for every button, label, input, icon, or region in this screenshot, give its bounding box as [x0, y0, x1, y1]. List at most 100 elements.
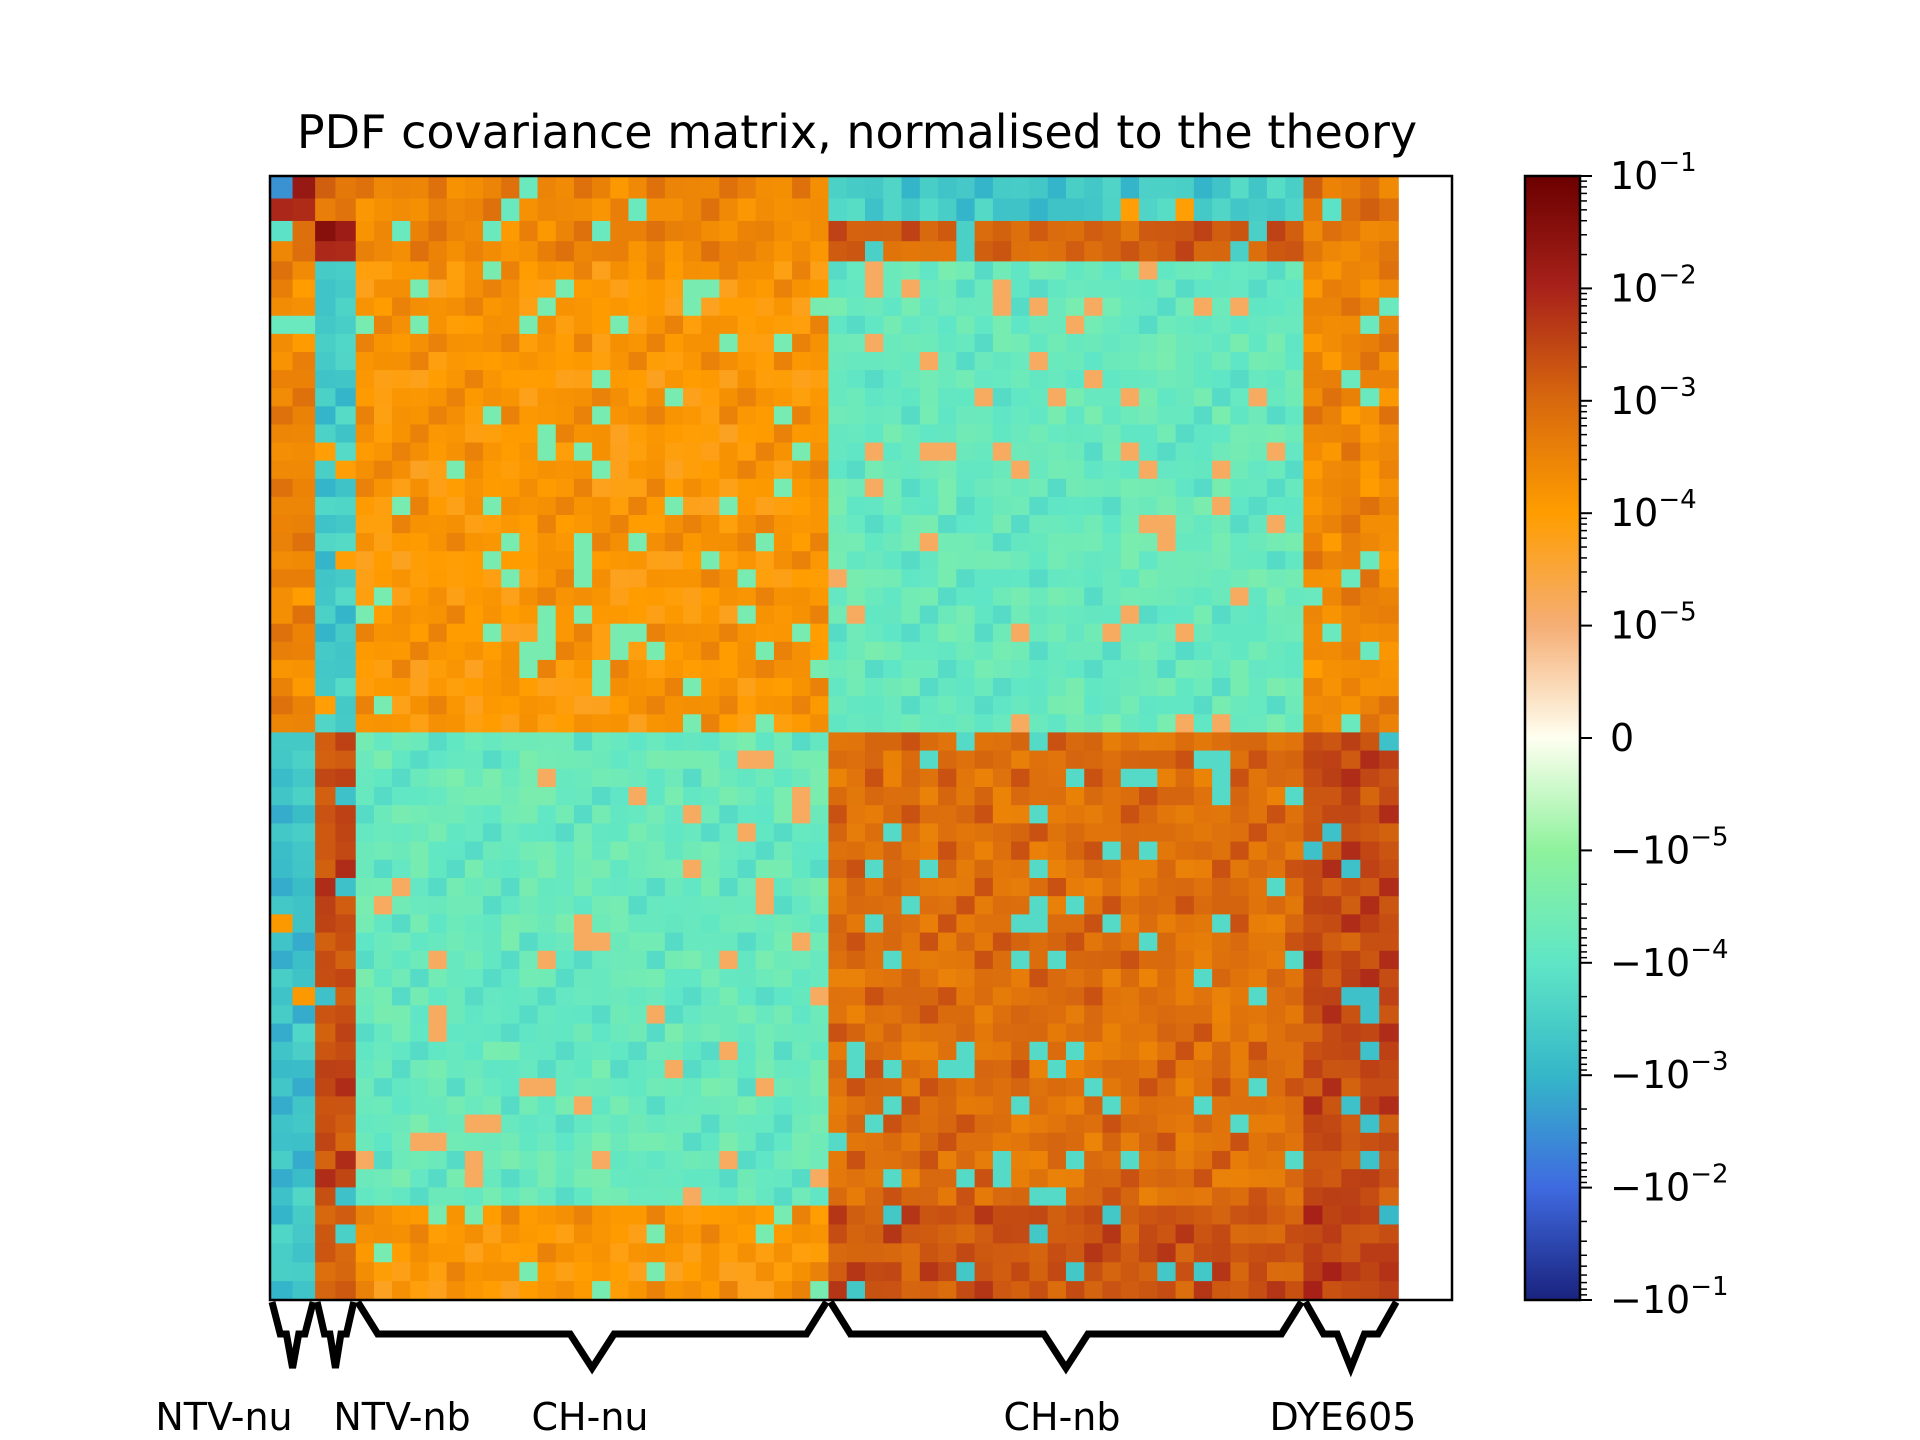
matrix-cell — [592, 1169, 611, 1188]
matrix-cell — [701, 1096, 720, 1116]
matrix-cell — [810, 641, 830, 661]
matrix-cell — [1029, 841, 1049, 861]
matrix-cell — [1266, 1187, 1286, 1207]
matrix-cell — [1157, 351, 1177, 371]
matrix-cell — [719, 176, 739, 200]
matrix-cell — [883, 241, 903, 263]
matrix-cell — [1285, 1150, 1305, 1170]
matrix-cell — [1379, 1224, 1399, 1244]
matrix-cell — [446, 198, 466, 222]
matrix-cell — [1230, 1023, 1250, 1043]
matrix-cell — [573, 641, 593, 661]
matrix-cell — [519, 968, 539, 988]
matrix-cell — [1193, 351, 1213, 371]
matrix-cell — [664, 297, 684, 317]
matrix-cell — [1084, 533, 1104, 552]
matrix-cell — [1212, 932, 1231, 952]
matrix-cell — [719, 859, 739, 879]
matrix-cell — [865, 641, 884, 661]
matrix-cell — [1212, 914, 1231, 934]
matrix-cell — [737, 950, 757, 970]
matrix-cell — [701, 279, 720, 299]
matrix-cell — [270, 551, 294, 570]
matrix-cell — [592, 678, 611, 697]
matrix-cell — [846, 315, 866, 335]
matrix-cell — [1065, 176, 1085, 200]
matrix-cell — [592, 823, 611, 843]
matrix-cell — [956, 1114, 976, 1134]
matrix-cell — [1212, 496, 1231, 516]
matrix-cell — [1102, 1059, 1122, 1079]
matrix-cell — [1360, 478, 1380, 498]
matrix-cell — [792, 968, 811, 988]
matrix-cell — [828, 442, 848, 462]
matrix-cell — [1322, 950, 1342, 970]
matrix-cell — [1157, 805, 1177, 824]
matrix-cell — [501, 859, 520, 879]
matrix-cell — [373, 261, 393, 281]
matrix-cell — [755, 551, 775, 570]
matrix-cell — [1285, 1059, 1305, 1079]
matrix-cell — [664, 442, 684, 462]
matrix-cell — [919, 424, 939, 444]
matrix-cell — [1303, 714, 1323, 733]
matrix-cell — [1379, 1023, 1399, 1043]
matrix-cell — [938, 1096, 957, 1116]
matrix-cell — [956, 261, 976, 281]
matrix-cell — [1047, 496, 1067, 516]
matrix-cell — [992, 406, 1012, 426]
matrix-cell — [664, 678, 684, 697]
matrix-cell — [355, 569, 375, 589]
matrix-cell — [483, 1262, 502, 1282]
matrix-cell — [1230, 659, 1250, 679]
matrix-cell — [355, 515, 375, 534]
matrix-cell — [519, 1096, 539, 1116]
matrix-cell — [537, 261, 557, 281]
matrix-cell — [719, 823, 739, 843]
matrix-cell — [1157, 1005, 1177, 1025]
matrix-cell — [335, 1005, 357, 1025]
matrix-cell — [573, 768, 593, 788]
matrix-cell — [592, 220, 611, 242]
matrix-cell — [1065, 496, 1085, 516]
matrix-cell — [270, 1262, 294, 1282]
matrix-cell — [464, 1041, 484, 1061]
matrix-cell — [901, 1243, 921, 1263]
matrix-cell — [1341, 1059, 1361, 1079]
matrix-cell — [1065, 424, 1085, 444]
matrix-cell — [701, 1281, 720, 1301]
matrix-cell — [335, 406, 357, 426]
matrix-cell — [1322, 805, 1342, 824]
matrix-cell — [392, 1132, 411, 1152]
matrix-cell — [292, 1096, 316, 1116]
matrix-cell — [1120, 1243, 1140, 1263]
matrix-cell — [1266, 877, 1286, 897]
matrix-cell — [846, 442, 866, 462]
matrix-cell — [1102, 1187, 1122, 1207]
matrix-cell — [755, 1187, 775, 1207]
matrix-cell — [1065, 859, 1085, 879]
matrix-cell — [974, 1205, 994, 1226]
matrix-cell — [846, 351, 866, 371]
matrix-cell — [537, 768, 557, 788]
matrix-cell — [1212, 406, 1231, 426]
matrix-cell — [1175, 198, 1195, 222]
matrix-cell — [1011, 896, 1031, 915]
matrix-cell — [428, 315, 448, 335]
matrix-cell — [315, 261, 337, 281]
matrix-cell — [428, 176, 448, 200]
matrix-cell — [919, 932, 939, 952]
matrix-cell — [1102, 424, 1122, 444]
matrix-cell — [938, 460, 957, 480]
matrix-cell — [701, 768, 720, 788]
matrix-cell — [501, 587, 520, 607]
matrix-cell — [373, 1023, 393, 1043]
matrix-cell — [410, 424, 430, 444]
bracket-CH-nb — [827, 1300, 1305, 1375]
matrix-cell — [865, 605, 884, 625]
matrix-cell — [883, 569, 903, 589]
matrix-cell — [592, 1187, 611, 1207]
matrix-cell — [519, 551, 539, 570]
matrix-cell — [683, 1150, 702, 1170]
matrix-cell — [719, 1169, 739, 1188]
